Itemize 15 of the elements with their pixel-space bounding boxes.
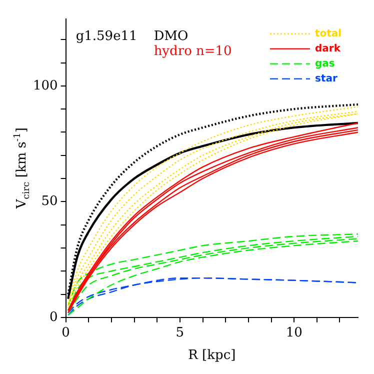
annotation: hydro n=10	[154, 44, 232, 60]
legend-label: dark	[315, 43, 341, 54]
x-tick-label: 10	[286, 326, 302, 341]
x-tick-label: 5	[176, 326, 184, 341]
legend-label: star	[315, 73, 338, 84]
annotation: DMO	[154, 29, 188, 44]
y-tick-label: 50	[41, 194, 58, 210]
legend-label: gas	[315, 58, 335, 70]
y-tick-label: 100	[32, 78, 58, 94]
x-tick-label: 0	[62, 326, 70, 341]
y-axis-title: Vcirc [km s-1]	[12, 128, 32, 210]
y-tick-label: 0	[50, 310, 58, 325]
legend-label: total	[315, 28, 342, 40]
annotation: g1.59e11	[76, 29, 138, 44]
x-axis-title: R [kpc]	[188, 348, 236, 363]
